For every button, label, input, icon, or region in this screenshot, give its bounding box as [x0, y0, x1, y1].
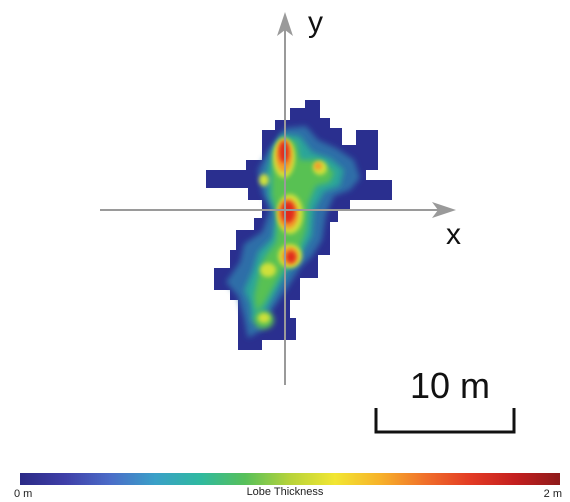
- thickness-peak-spot-3: [286, 251, 296, 263]
- colorbar: [20, 473, 560, 485]
- thickness-high-spot-4: [314, 162, 322, 170]
- scale-bar: 10 m: [374, 365, 516, 434]
- thickness-midhigh-spot-7: [259, 174, 269, 186]
- thickness-peak-spot-2: [281, 201, 295, 223]
- x-axis-arrowhead: [432, 202, 456, 218]
- y-axis-label: y: [308, 6, 323, 39]
- axes: [100, 12, 456, 385]
- colorbar-min-label: 0 m: [14, 488, 33, 500]
- colorbar-title: Lobe Thickness: [246, 486, 324, 498]
- y-axis-arrowhead: [277, 12, 293, 36]
- lobe-thickness-map: [206, 100, 392, 350]
- scale-bar-line: [374, 408, 516, 434]
- colorbar-max-label: 2 m: [543, 488, 562, 500]
- scale-bar-label: 10 m: [410, 365, 490, 406]
- x-axis-label: x: [446, 218, 461, 251]
- thickness-midhigh-spot-6: [258, 313, 270, 323]
- thickness-midhigh-spot-4: [260, 263, 276, 277]
